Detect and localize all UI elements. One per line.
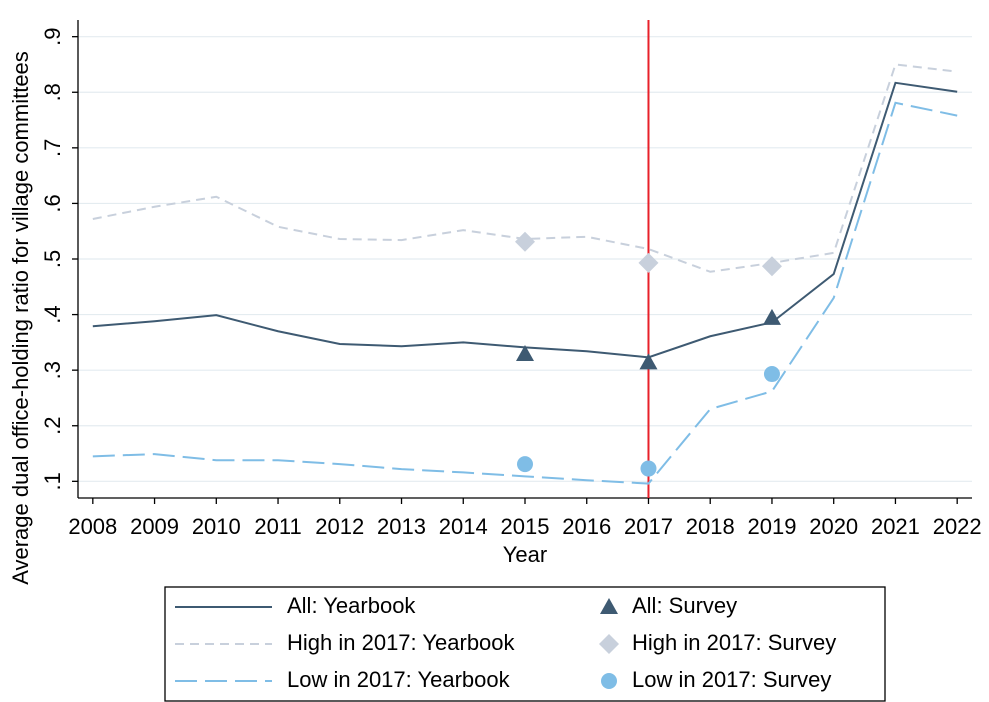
legend-label: High in 2017: Survey (632, 630, 836, 655)
x-axis-title: Year (503, 542, 547, 567)
survey-point (761, 256, 782, 277)
x-tick-label: 2011 (254, 514, 301, 539)
y-tick-label: .2 (40, 417, 65, 435)
y-tick-label: .6 (40, 194, 65, 212)
x-tick-label: 2013 (377, 514, 426, 539)
x-tick-label: 2009 (130, 514, 179, 539)
survey-point (517, 456, 533, 473)
x-tick-label: 2018 (686, 514, 735, 539)
x-tick-label: 2010 (192, 514, 241, 539)
legend-swatch (599, 634, 619, 654)
legend-label: High in 2017: Yearbook (287, 630, 516, 655)
x-tick-label: 2008 (68, 514, 117, 539)
legend-box (164, 586, 886, 702)
x-tick-label: 2012 (315, 514, 364, 539)
series-line (92, 101, 958, 485)
y-tick-label: .8 (40, 83, 65, 101)
legend-swatch (601, 673, 617, 689)
x-tick-label: 2014 (439, 514, 488, 539)
legend-label: Low in 2017: Yearbook (287, 667, 511, 692)
survey-point (763, 366, 780, 383)
legend-label: Low in 2017: Survey (632, 667, 831, 692)
y-tick-label: .1 (40, 472, 65, 490)
survey-point (762, 308, 781, 325)
survey-point (640, 460, 657, 477)
legend-label: All: Yearbook (287, 593, 416, 618)
legend-label: All: Survey (632, 593, 737, 618)
survey-point (515, 231, 535, 252)
y-tick-label: .5 (40, 250, 65, 268)
y-tick-label: .4 (40, 305, 65, 323)
survey-point (638, 252, 659, 273)
y-axis-title: Average dual office-holding ratio for vi… (8, 51, 33, 585)
y-tick-label: .9 (40, 27, 65, 45)
x-tick-label: 2022 (933, 514, 982, 539)
x-tick-label: 2016 (562, 514, 611, 539)
x-tick-label: 2015 (501, 514, 550, 539)
x-tick-label: 2020 (809, 514, 858, 539)
y-tick-label: .7 (40, 139, 65, 157)
survey-point (639, 353, 658, 370)
series-line (92, 81, 958, 359)
legend-swatch (600, 598, 618, 614)
x-tick-label: 2019 (747, 514, 796, 539)
survey-point (516, 345, 534, 362)
x-tick-label: 2017 (624, 514, 673, 539)
x-tick-label: 2021 (871, 514, 920, 539)
y-tick-label: .3 (40, 361, 65, 379)
